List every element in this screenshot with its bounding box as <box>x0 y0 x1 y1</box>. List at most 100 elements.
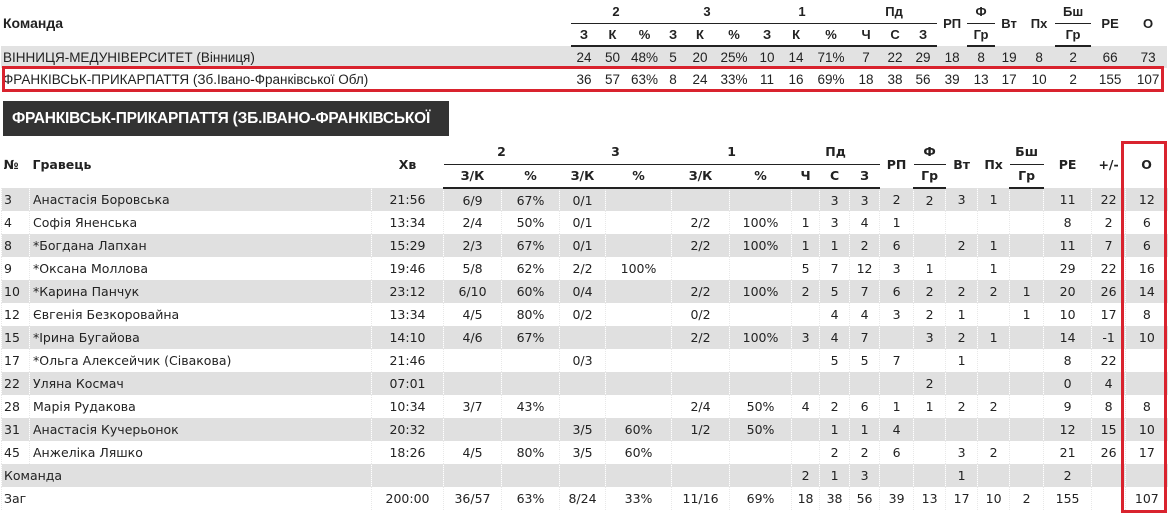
team-name: ФРАНКІВСЬК-ПРИКАРПАТТЯ (Зб.Івано-Франків… <box>3 71 369 87</box>
stat-cell <box>671 188 730 211</box>
stat-cell: 2/4 <box>443 211 502 234</box>
stat-cell: 1 <box>849 418 880 441</box>
stat-cell: 2 <box>819 441 850 464</box>
stat-cell: 6/10 <box>443 280 502 303</box>
header-sub: З/К <box>671 164 730 189</box>
team-summary-table: Команда 2 3 1 Пд РП Ф Вт Пх Бш РЕ О З К% З… <box>1 0 1168 90</box>
player-row: 4 Софія Яненська 13:34 2/4 50% 0/1 2/2 100% 1 3 4 1… <box>1 211 1168 234</box>
stat-cell: 17 <box>1001 71 1017 87</box>
header-px: Пх <box>1030 15 1048 31</box>
stat-cell: 7 <box>849 280 880 303</box>
stat-cell: 11 <box>760 71 775 87</box>
team-row: ФРАНКІВСЬК-ПРИКАРПАТТЯ (Зб.Івано-Франків… <box>1 68 1167 90</box>
stat-cell <box>1009 188 1044 211</box>
stat-cell: 60% <box>605 418 672 441</box>
stat-cell: 73 <box>1129 46 1168 68</box>
stat-cell: 50% <box>729 395 792 418</box>
stat-cell <box>1009 234 1044 257</box>
stat-cell <box>913 464 946 487</box>
stat-cell: 6 <box>1125 211 1168 234</box>
stat-cell <box>913 234 946 257</box>
player-name: *Ольга Алексейчик (Сівакова) <box>29 349 372 372</box>
stat-cell: 2 <box>1091 211 1126 234</box>
stat-cell <box>559 395 606 418</box>
stat-cell <box>500 418 560 441</box>
stat-cell <box>605 326 672 349</box>
stat-cell: 100% <box>605 257 672 280</box>
stat-cell: 1 <box>977 234 1010 257</box>
stat-cell <box>443 464 502 487</box>
stat-cell: 19 <box>995 46 1024 68</box>
stat-cell <box>605 464 672 487</box>
header-re: РЕ <box>1101 15 1119 31</box>
stat-cell <box>879 326 914 349</box>
player-row: 22 Уляна Космач 07:01 2 0 4 <box>1 372 1168 395</box>
stat-cell: 4 <box>1091 372 1126 395</box>
stat-cell: 1 <box>791 211 820 234</box>
stat-cell: 4 <box>819 326 850 349</box>
stat-cell: 67% <box>500 188 560 211</box>
player-name: Анастасія Боровська <box>29 188 372 211</box>
stat-cell: 6 <box>879 280 914 303</box>
stat-cell <box>671 257 730 280</box>
player-name: *Оксана Моллова <box>29 257 372 280</box>
stat-cell: 60% <box>500 280 560 303</box>
stat-cell: 16 <box>788 71 804 87</box>
stat-cell: 8 <box>1043 211 1092 234</box>
stat-cell: 6 <box>879 441 914 464</box>
stat-cell: 8/24 <box>559 487 606 510</box>
stat-cell <box>791 372 820 395</box>
stat-cell: 48% <box>628 46 662 68</box>
stat-cell: 22 <box>1091 349 1126 372</box>
stat-cell: 0/3 <box>559 349 606 372</box>
stat-cell: 19:46 <box>371 257 444 280</box>
stat-cell: 1 <box>791 234 820 257</box>
player-stats-table: № Гравець Хв 2 3 1 Пд РП Ф Вт Пх Бш РЕ +… <box>1 140 1168 510</box>
player-row: 10 *Карина Панчук 23:12 6/10 60% 0/4 2/2 100% 2 5… <box>1 280 1168 303</box>
header-3pt: 3 <box>661 0 754 24</box>
header-sub: Ч <box>851 23 882 47</box>
stat-cell: 155 <box>1043 487 1092 510</box>
stat-cell: 15 <box>1091 418 1126 441</box>
player-name: *Богдана Лапхан <box>29 234 372 257</box>
stat-cell: 18:26 <box>371 441 444 464</box>
player-row: 45 Анжеліка Ляшко 18:26 4/5 80% 3/5 60% 2 2 6 3 2 21… <box>1 441 1168 464</box>
stat-cell: 12 <box>1043 418 1092 441</box>
team-title-bar: ФРАНКІВСЬК-ПРИКАРПАТТЯ (ЗБ.ІВАНО-ФРАНКІВ… <box>3 101 449 162</box>
stat-cell: 5 <box>849 349 880 372</box>
stat-cell: 1 <box>945 349 978 372</box>
stat-cell: 56 <box>915 71 931 87</box>
stat-cell: 2 <box>1043 464 1092 487</box>
stat-cell: 3/7 <box>443 395 502 418</box>
player-name: Євгенія Безкоровайна <box>29 303 372 326</box>
player-row: 17 *Ольга Алексейчик (Сівакова) 21:46 0/3 5 5… <box>1 349 1168 372</box>
header-fouls: Ф <box>967 0 996 24</box>
stat-cell: 6 <box>1125 234 1168 257</box>
stat-cell: 10 <box>1031 71 1047 87</box>
stat-cell: 1 <box>913 395 946 418</box>
player-number: 15 <box>1 326 30 349</box>
stat-cell <box>605 349 672 372</box>
stat-cell <box>945 372 978 395</box>
stat-cell: 3 <box>879 257 914 280</box>
player-number: 9 <box>1 257 30 280</box>
stat-cell: 0/2 <box>671 303 730 326</box>
stat-cell: 18 <box>791 487 820 510</box>
stat-cell: 2 <box>819 395 850 418</box>
stat-cell: 39 <box>879 487 914 510</box>
stat-cell <box>605 395 672 418</box>
stat-cell <box>879 372 914 395</box>
stat-cell: 50% <box>500 211 560 234</box>
stat-cell <box>791 303 820 326</box>
stat-cell: 2/4 <box>671 395 730 418</box>
stat-cell: 7 <box>849 326 880 349</box>
stat-cell: 5 <box>791 257 820 280</box>
stat-cell: 2/2 <box>671 211 730 234</box>
stat-cell <box>945 211 978 234</box>
header-minutes: Хв <box>398 156 417 172</box>
stat-cell <box>443 418 502 441</box>
stat-cell: 100% <box>729 211 792 234</box>
stat-cell: 2 <box>913 188 946 211</box>
stat-cell: 6 <box>879 234 914 257</box>
header-sub: З <box>753 23 782 47</box>
